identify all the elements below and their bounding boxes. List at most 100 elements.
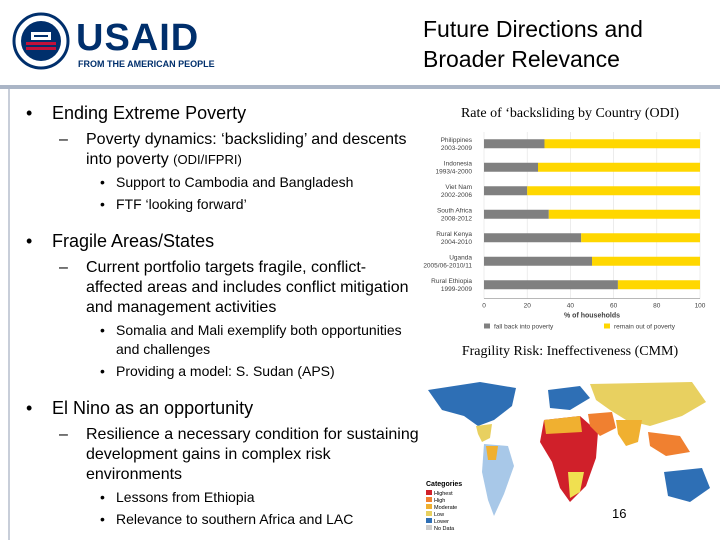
chart-tick-label: 60 — [610, 303, 618, 310]
bullet-dot-icon: • — [100, 363, 105, 379]
chart-category-label: Viet Nam — [445, 184, 472, 191]
source-note: (ODI/IFPRI) — [173, 152, 242, 167]
chart-legend-label-remain-out: remain out of poverty — [614, 324, 676, 331]
usaid-seal-icon — [12, 12, 70, 70]
sub-bullet-text: Poverty dynamics: ‘backsliding’ and desc… — [86, 131, 407, 168]
chart-tick-label: 80 — [653, 303, 661, 310]
africa-shape — [540, 416, 598, 502]
bullet-dot-icon: • — [100, 322, 105, 338]
item-text: FTF ‘looking forward’ — [116, 196, 247, 212]
chart-category-label: South Africa — [437, 207, 472, 214]
chart-category-label: Uganda — [449, 254, 472, 261]
dash-icon: – — [59, 131, 68, 148]
chart-tick-label: 0 — [482, 303, 486, 310]
page-number: 16 — [612, 506, 627, 521]
bullet-dot-icon: • — [100, 174, 105, 190]
chart-bar-fall-back — [484, 209, 549, 219]
legend-swatch-highest — [426, 490, 432, 495]
item-somalia-mali: • Somalia and Mali exemplify both opport… — [24, 321, 420, 359]
chart-category-period: 2004-2010 — [441, 239, 472, 246]
sub-bullet-text: Current portfolio targets fragile, confl… — [86, 259, 409, 316]
europe-shape — [548, 386, 590, 410]
chart-category-period: 2002-2006 — [441, 192, 472, 199]
chart-category-period: 2008-2012 — [441, 215, 472, 222]
bullet-dot-icon: • — [100, 196, 105, 212]
chart-bar-remain-out — [544, 139, 700, 149]
legend-label-low: Low — [434, 512, 444, 518]
slide-title-line-2: Broader Relevance — [423, 46, 620, 72]
chart-bar-remain-out — [527, 186, 700, 196]
chart-bar-remain-out — [581, 233, 700, 243]
map-caption: Fragility Risk: Ineffectiveness (CMM) — [461, 344, 679, 359]
bullet-dot-icon: • — [26, 103, 33, 123]
chart-category-label: Rural Kenya — [436, 231, 472, 238]
item-south-sudan: • Providing a model: S. Sudan (APS) — [24, 362, 420, 381]
bullet-text: Fragile Areas/States — [52, 231, 215, 251]
australia-shape — [664, 468, 710, 502]
bullet-list: • Ending Extreme Poverty – Poverty dynam… — [24, 96, 420, 529]
item-text: Somalia and Mali exemplify both opportun… — [116, 322, 402, 357]
southeast-asia-shape — [648, 432, 690, 456]
sub-bullet-text: Resilience a necessary condition for sus… — [86, 426, 419, 483]
north-america-shape — [428, 382, 516, 426]
chart-bar-fall-back — [484, 233, 582, 243]
chart-category-period: 2003-2009 — [441, 145, 472, 152]
middle-east-shape — [588, 412, 616, 436]
chart-legend-swatch-fall-back — [484, 323, 490, 329]
dash-icon: – — [59, 259, 68, 276]
chart-tick-label: 20 — [524, 303, 532, 310]
legend-label-moderate: Moderate — [434, 505, 457, 511]
item-ftf-looking-forward: • FTF ‘looking forward’ — [24, 195, 420, 214]
chart-category-period: 1999-2009 — [441, 286, 472, 293]
bullet-fragile-areas: • Fragile Areas/States — [24, 230, 420, 252]
legend-swatch-lower — [426, 518, 432, 523]
bullet-dot-icon: • — [100, 489, 105, 505]
logo-tagline: FROM THE AMERICAN PEOPLE — [78, 59, 215, 69]
item-southern-africa-lac: • Relevance to southern Africa and LAC — [24, 510, 420, 529]
sub-bullet-portfolio: – Current portfolio targets fragile, con… — [24, 258, 420, 318]
chart-category-label: Philippines — [441, 137, 473, 144]
item-cambodia-bangladesh: • Support to Cambodia and Bangladesh — [24, 173, 420, 192]
chart-bar-fall-back — [484, 139, 545, 149]
logo-wordmark: USAID — [76, 17, 200, 59]
chart-category-period: 2005/06-2010/11 — [423, 262, 472, 269]
item-text: Providing a model: S. Sudan (APS) — [116, 363, 335, 379]
chart-category-period: 1993/4-2000 — [435, 168, 472, 175]
chart-tick-label: 40 — [567, 303, 575, 310]
asia-shape — [590, 382, 706, 426]
item-ethiopia: • Lessons from Ethiopia — [24, 488, 420, 507]
legend-label-high: High — [434, 498, 445, 504]
chart-x-label: % of households — [564, 313, 620, 320]
bullet-dot-icon: • — [100, 511, 105, 527]
bullet-text: El Nino as an opportunity — [52, 398, 254, 418]
legend-swatch-low — [426, 511, 432, 516]
chart-bar-fall-back — [484, 256, 592, 266]
sub-bullet-resilience: – Resilience a necessary condition for s… — [24, 425, 420, 485]
legend-label-highest: Highest — [434, 491, 453, 497]
south-asia-shape — [616, 420, 642, 446]
sub-bullet-poverty-dynamics: – Poverty dynamics: ‘backsliding’ and de… — [24, 130, 420, 170]
item-text: Support to Cambodia and Bangladesh — [116, 174, 354, 190]
chart-caption: Rate of ‘backsliding by Country (ODI) — [460, 106, 680, 121]
legend-label-no-data: No Data — [434, 526, 455, 532]
slide-title-line-1: Future Directions and — [423, 16, 643, 42]
chart-bar-remain-out — [617, 280, 700, 290]
bullet-dot-icon: • — [26, 231, 33, 251]
bullet-text: Ending Extreme Poverty — [52, 103, 247, 123]
fragility-world-map: Categories Highest High Moderate Low Low… — [420, 376, 716, 536]
legend-swatch-high — [426, 497, 432, 502]
map-legend: Categories Highest High Moderate Low Low… — [426, 481, 462, 532]
legend-swatch-no-data — [426, 525, 432, 530]
item-text: Lessons from Ethiopia — [116, 489, 255, 505]
chart-bar-fall-back — [484, 280, 618, 290]
slide-title: Future Directions and Broader Relevance — [423, 14, 713, 74]
central-america-shape — [476, 424, 492, 442]
usaid-logo: USAID FROM THE AMERICAN PEOPLE — [12, 12, 215, 74]
chart-category-label: Indonesia — [444, 160, 473, 167]
bullet-ending-poverty: • Ending Extreme Poverty — [24, 102, 420, 124]
chart-legend-label-fall-back: fall back into poverty — [494, 324, 554, 331]
item-text: Relevance to southern Africa and LAC — [116, 511, 354, 527]
bullet-dot-icon: • — [26, 398, 33, 418]
bullet-el-nino: • El Nino as an opportunity — [24, 397, 420, 419]
chart-tick-label: 100 — [695, 303, 706, 310]
